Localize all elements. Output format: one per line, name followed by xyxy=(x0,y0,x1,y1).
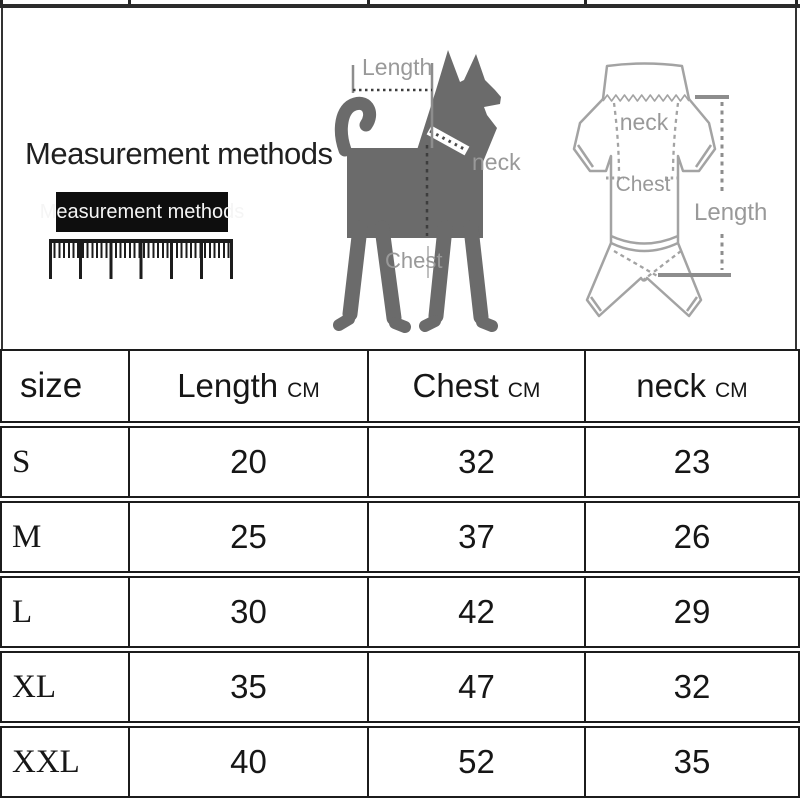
top-divider xyxy=(0,4,800,8)
column-tick xyxy=(0,0,3,6)
header-neck: neck CM xyxy=(586,349,800,423)
panel-left-border xyxy=(1,8,3,349)
size-row-s: S 20 32 23 xyxy=(0,426,800,498)
garment-length-dimension xyxy=(658,95,731,277)
cell-size: L xyxy=(0,576,130,648)
garment-neck-label: neck xyxy=(620,109,669,135)
header-chest: Chest CM xyxy=(369,349,586,423)
dog-length-dimension xyxy=(351,63,434,148)
cell-length: 40 xyxy=(130,726,369,798)
cell-size: XL xyxy=(0,651,130,723)
measurement-badge: Measurement methods xyxy=(40,192,244,232)
size-table: size Length CM Chest CM neck CM S 20 32 23 … xyxy=(0,349,800,800)
header-size: size xyxy=(0,349,130,423)
size-row-l: L 30 42 29 xyxy=(0,576,800,648)
ruler-icon xyxy=(49,239,233,281)
cell-chest: 52 xyxy=(369,726,586,798)
cell-neck: 23 xyxy=(586,426,800,498)
dog-length-label: Length xyxy=(362,54,432,80)
column-tick xyxy=(795,0,798,6)
cell-length: 20 xyxy=(130,426,369,498)
dog-measurement-diagram: Length neck Chest xyxy=(333,50,521,333)
column-tick xyxy=(584,0,587,6)
cell-neck: 35 xyxy=(586,726,800,798)
ruler-major-ticks xyxy=(49,243,233,279)
cell-size: S xyxy=(0,426,130,498)
cell-neck: 29 xyxy=(586,576,800,648)
cell-size: XXL xyxy=(0,726,130,798)
ruler-bar xyxy=(49,239,233,243)
dog-chest-dimension xyxy=(425,145,429,278)
collar-stitch-zigzag xyxy=(602,94,690,102)
header-length: Length CM xyxy=(130,349,369,423)
cell-chest: 42 xyxy=(369,576,586,648)
size-row-xxl: XXL 40 52 35 xyxy=(0,726,800,798)
cell-chest: 37 xyxy=(369,501,586,573)
column-tick xyxy=(367,0,370,6)
garment-length-label: Length xyxy=(694,199,767,226)
cell-size: M xyxy=(0,501,130,573)
panel-right-border xyxy=(795,8,797,349)
panel-title: Measurement methods xyxy=(25,136,333,171)
size-table-header-row: size Length CM Chest CM neck CM xyxy=(0,349,800,423)
cell-length: 35 xyxy=(130,651,369,723)
column-tick xyxy=(128,0,131,6)
dog-neck-label: neck xyxy=(472,149,521,175)
garment-chest-label: Chest xyxy=(616,173,671,196)
cell-length: 30 xyxy=(130,576,369,648)
garment-outline-icon xyxy=(572,62,717,318)
dog-collar-icon xyxy=(426,125,470,156)
size-row-xl: XL 35 47 32 xyxy=(0,651,800,723)
cell-neck: 26 xyxy=(586,501,800,573)
dog-chest-label: Chest xyxy=(385,248,442,273)
dog-silhouette-icon xyxy=(333,50,501,333)
cell-chest: 47 xyxy=(369,651,586,723)
cell-chest: 32 xyxy=(369,426,586,498)
cell-neck: 32 xyxy=(586,651,800,723)
garment-measurement-diagram: neck Chest Length xyxy=(572,62,767,318)
size-row-m: M 25 37 26 xyxy=(0,501,800,573)
cell-length: 25 xyxy=(130,501,369,573)
